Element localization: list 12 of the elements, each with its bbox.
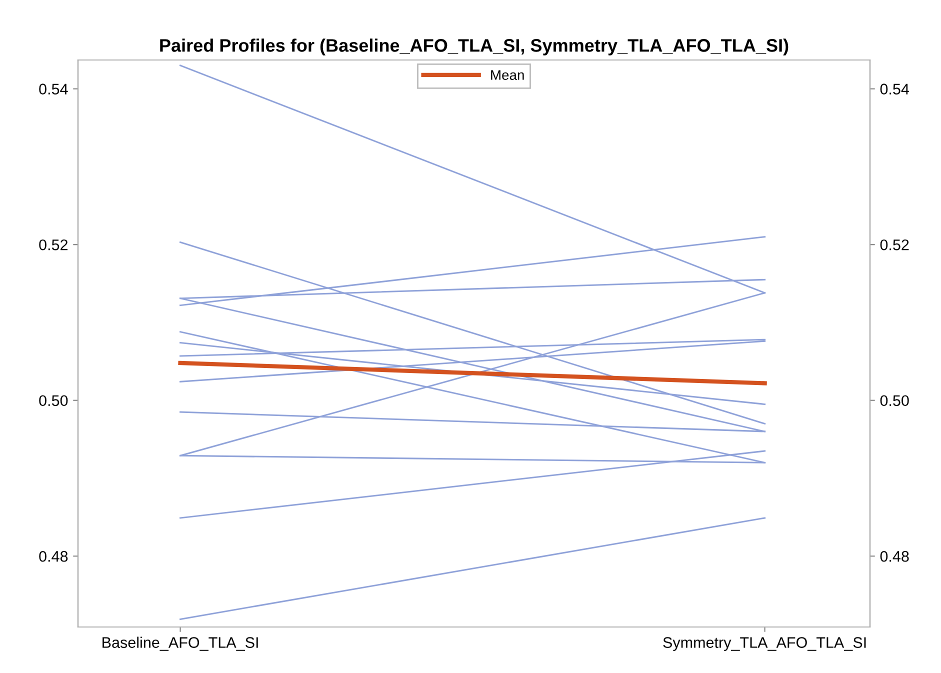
y2-tick-label: 0.50: [880, 395, 909, 406]
x-tick-label: Baseline_AFO_TLA_SI: [102, 636, 258, 651]
y-tick-label: 0.54: [39, 84, 68, 95]
y2-tick-label: 0.48: [880, 550, 909, 562]
legend-label: Mean: [491, 70, 524, 80]
y2-tick-label: 0.54: [880, 84, 910, 95]
y-tick-label: 0.52: [39, 239, 68, 250]
x-tick-label: Symmetry_TLA_AFO_TLA_SI: [663, 637, 866, 651]
y-tick-label: 0.48: [39, 550, 68, 562]
y2-tick-label: 0.52: [880, 239, 909, 250]
y-tick-label: 0.50: [39, 395, 68, 406]
chart-title: Paired Profiles for (Baseline_AFO_TLA_SI, Symmetry_TLA_AFO_TLA_SI): [160, 38, 788, 56]
